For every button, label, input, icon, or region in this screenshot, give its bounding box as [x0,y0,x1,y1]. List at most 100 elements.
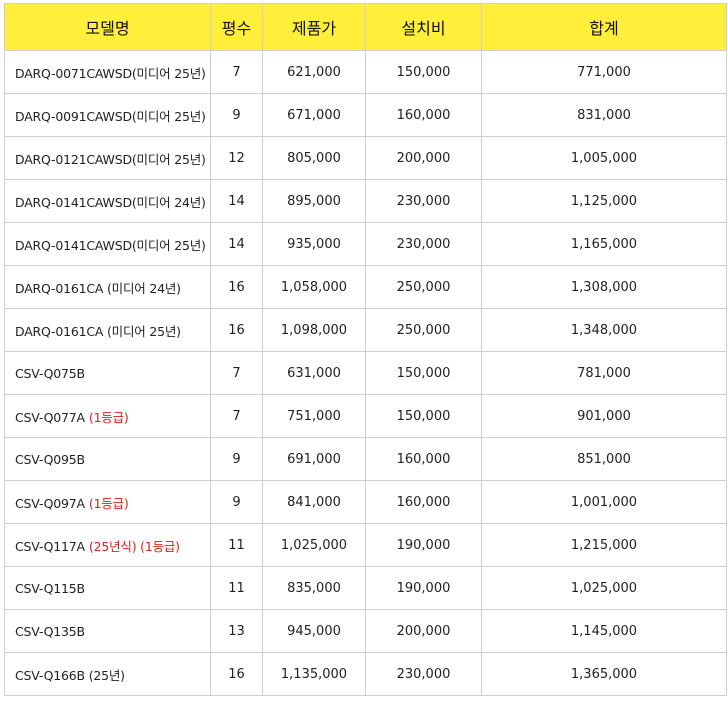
model-cell: DARQ-0141CAWSD(미디어 25년) [4,222,211,266]
model-cell: CSV-Q077A (1등급) [4,394,211,438]
pyeong-cell: 16 [210,265,263,309]
model-cell: CSV-Q166B (25년) [4,652,211,696]
header-row: 모델명 평수 제품가 설치비 합계 [4,3,727,51]
table-row: CSV-Q135B 13 945,000 200,000 1,145,000 [4,609,727,653]
model-cell: CSV-Q117A (25년식) (1등급) [4,523,211,567]
price-cell: 1,025,000 [262,523,366,567]
model-name: DARQ-0091CAWSD(미디어 25년) [15,108,206,124]
pyeong-cell: 11 [210,523,263,567]
pyeong-cell: 7 [210,394,263,438]
price-cell: 945,000 [262,609,366,653]
install-cell: 200,000 [365,136,482,180]
total-cell: 1,215,000 [481,523,727,567]
install-cell: 250,000 [365,308,482,352]
price-cell: 751,000 [262,394,366,438]
install-cell: 150,000 [365,394,482,438]
model-cell: DARQ-0161CA (미디어 24년) [4,265,211,309]
table-row: DARQ-0161CA (미디어 25년) 16 1,098,000 250,000 1… [4,308,727,352]
model-name: CSV-Q115B [15,580,85,596]
price-cell: 621,000 [262,50,366,94]
model-name: DARQ-0141CAWSD(미디어 24년) [15,194,206,210]
model-cell: CSV-Q097A (1등급) [4,480,211,524]
total-cell: 1,145,000 [481,609,727,653]
table-body: DARQ-0071CAWSD(미디어 25년) 7 621,000 150,000 77… [4,50,727,696]
total-cell: 1,125,000 [481,179,727,223]
price-cell: 671,000 [262,93,366,137]
model-cell: DARQ-0161CA (미디어 25년) [4,308,211,352]
install-cell: 230,000 [365,222,482,266]
total-cell: 1,025,000 [481,566,727,610]
table-row: DARQ-0071CAWSD(미디어 25년) 7 621,000 150,000 77… [4,50,727,94]
model-cell: CSV-Q115B [4,566,211,610]
model-note: (1등급) [88,409,129,425]
table-row: DARQ-0161CA (미디어 24년) 16 1,058,000 250,000 1… [4,265,727,309]
model-name: DARQ-0071CAWSD(미디어 25년) [15,65,206,81]
pyeong-cell: 9 [210,480,263,524]
price-cell: 1,058,000 [262,265,366,309]
price-cell: 835,000 [262,566,366,610]
table-row: CSV-Q077A (1등급) 7 751,000 150,000 901,000 [4,394,727,438]
price-cell: 935,000 [262,222,366,266]
model-name: CSV-Q097A [15,495,85,511]
header-cell: 모델명 [4,3,211,51]
model-name: DARQ-0161CA (미디어 24년) [15,280,181,296]
table-header: 모델명 평수 제품가 설치비 합계 [4,3,727,51]
total-cell: 1,001,000 [481,480,727,524]
table-row: CSV-Q075B 7 631,000 150,000 781,000 [4,351,727,395]
install-cell: 150,000 [365,50,482,94]
model-name: CSV-Q166B (25년) [15,667,125,683]
install-cell: 150,000 [365,351,482,395]
price-cell: 691,000 [262,437,366,481]
model-cell: DARQ-0121CAWSD(미디어 25년) [4,136,211,180]
pyeong-cell: 7 [210,351,263,395]
pyeong-cell: 11 [210,566,263,610]
model-cell: CSV-Q135B [4,609,211,653]
install-cell: 160,000 [365,480,482,524]
header-cell: 제품가 [262,3,366,51]
model-name: CSV-Q075B [15,365,85,381]
install-cell: 190,000 [365,523,482,567]
pyeong-cell: 16 [210,308,263,352]
price-cell: 1,098,000 [262,308,366,352]
model-cell: DARQ-0091CAWSD(미디어 25년) [4,93,211,137]
pyeong-cell: 13 [210,609,263,653]
model-name: CSV-Q095B [15,451,85,467]
table-row: CSV-Q095B 9 691,000 160,000 851,000 [4,437,727,481]
price-cell: 1,135,000 [262,652,366,696]
install-cell: 200,000 [365,609,482,653]
table-row: DARQ-0141CAWSD(미디어 24년) 14 895,000 230,000 1… [4,179,727,223]
install-cell: 190,000 [365,566,482,610]
pyeong-cell: 14 [210,179,263,223]
model-name: DARQ-0121CAWSD(미디어 25년) [15,151,206,167]
model-name: DARQ-0141CAWSD(미디어 25년) [15,237,206,253]
install-cell: 160,000 [365,93,482,137]
price-cell: 805,000 [262,136,366,180]
table-row: CSV-Q117A (25년식) (1등급) 11 1,025,000 190,000 1… [4,523,727,567]
pyeong-cell: 16 [210,652,263,696]
install-cell: 230,000 [365,652,482,696]
total-cell: 1,308,000 [481,265,727,309]
pyeong-cell: 12 [210,136,263,180]
table-row: DARQ-0141CAWSD(미디어 25년) 14 935,000 230,000 1… [4,222,727,266]
price-table: 모델명 평수 제품가 설치비 합계 DARQ-0071CAWSD(미디어 25년) 7 62… [4,3,727,696]
total-cell: 1,165,000 [481,222,727,266]
pyeong-cell: 9 [210,93,263,137]
model-cell: CSV-Q095B [4,437,211,481]
model-name: DARQ-0161CA (미디어 25년) [15,323,181,339]
price-cell: 841,000 [262,480,366,524]
total-cell: 851,000 [481,437,727,481]
model-name: CSV-Q135B [15,623,85,639]
total-cell: 831,000 [481,93,727,137]
total-cell: 1,005,000 [481,136,727,180]
price-cell: 631,000 [262,351,366,395]
model-note: (1등급) [88,495,129,511]
total-cell: 1,365,000 [481,652,727,696]
install-cell: 160,000 [365,437,482,481]
total-cell: 901,000 [481,394,727,438]
table-row: DARQ-0121CAWSD(미디어 25년) 12 805,000 200,000 1… [4,136,727,180]
pyeong-cell: 14 [210,222,263,266]
total-cell: 771,000 [481,50,727,94]
header-cell: 합계 [481,3,727,51]
model-cell: CSV-Q075B [4,351,211,395]
